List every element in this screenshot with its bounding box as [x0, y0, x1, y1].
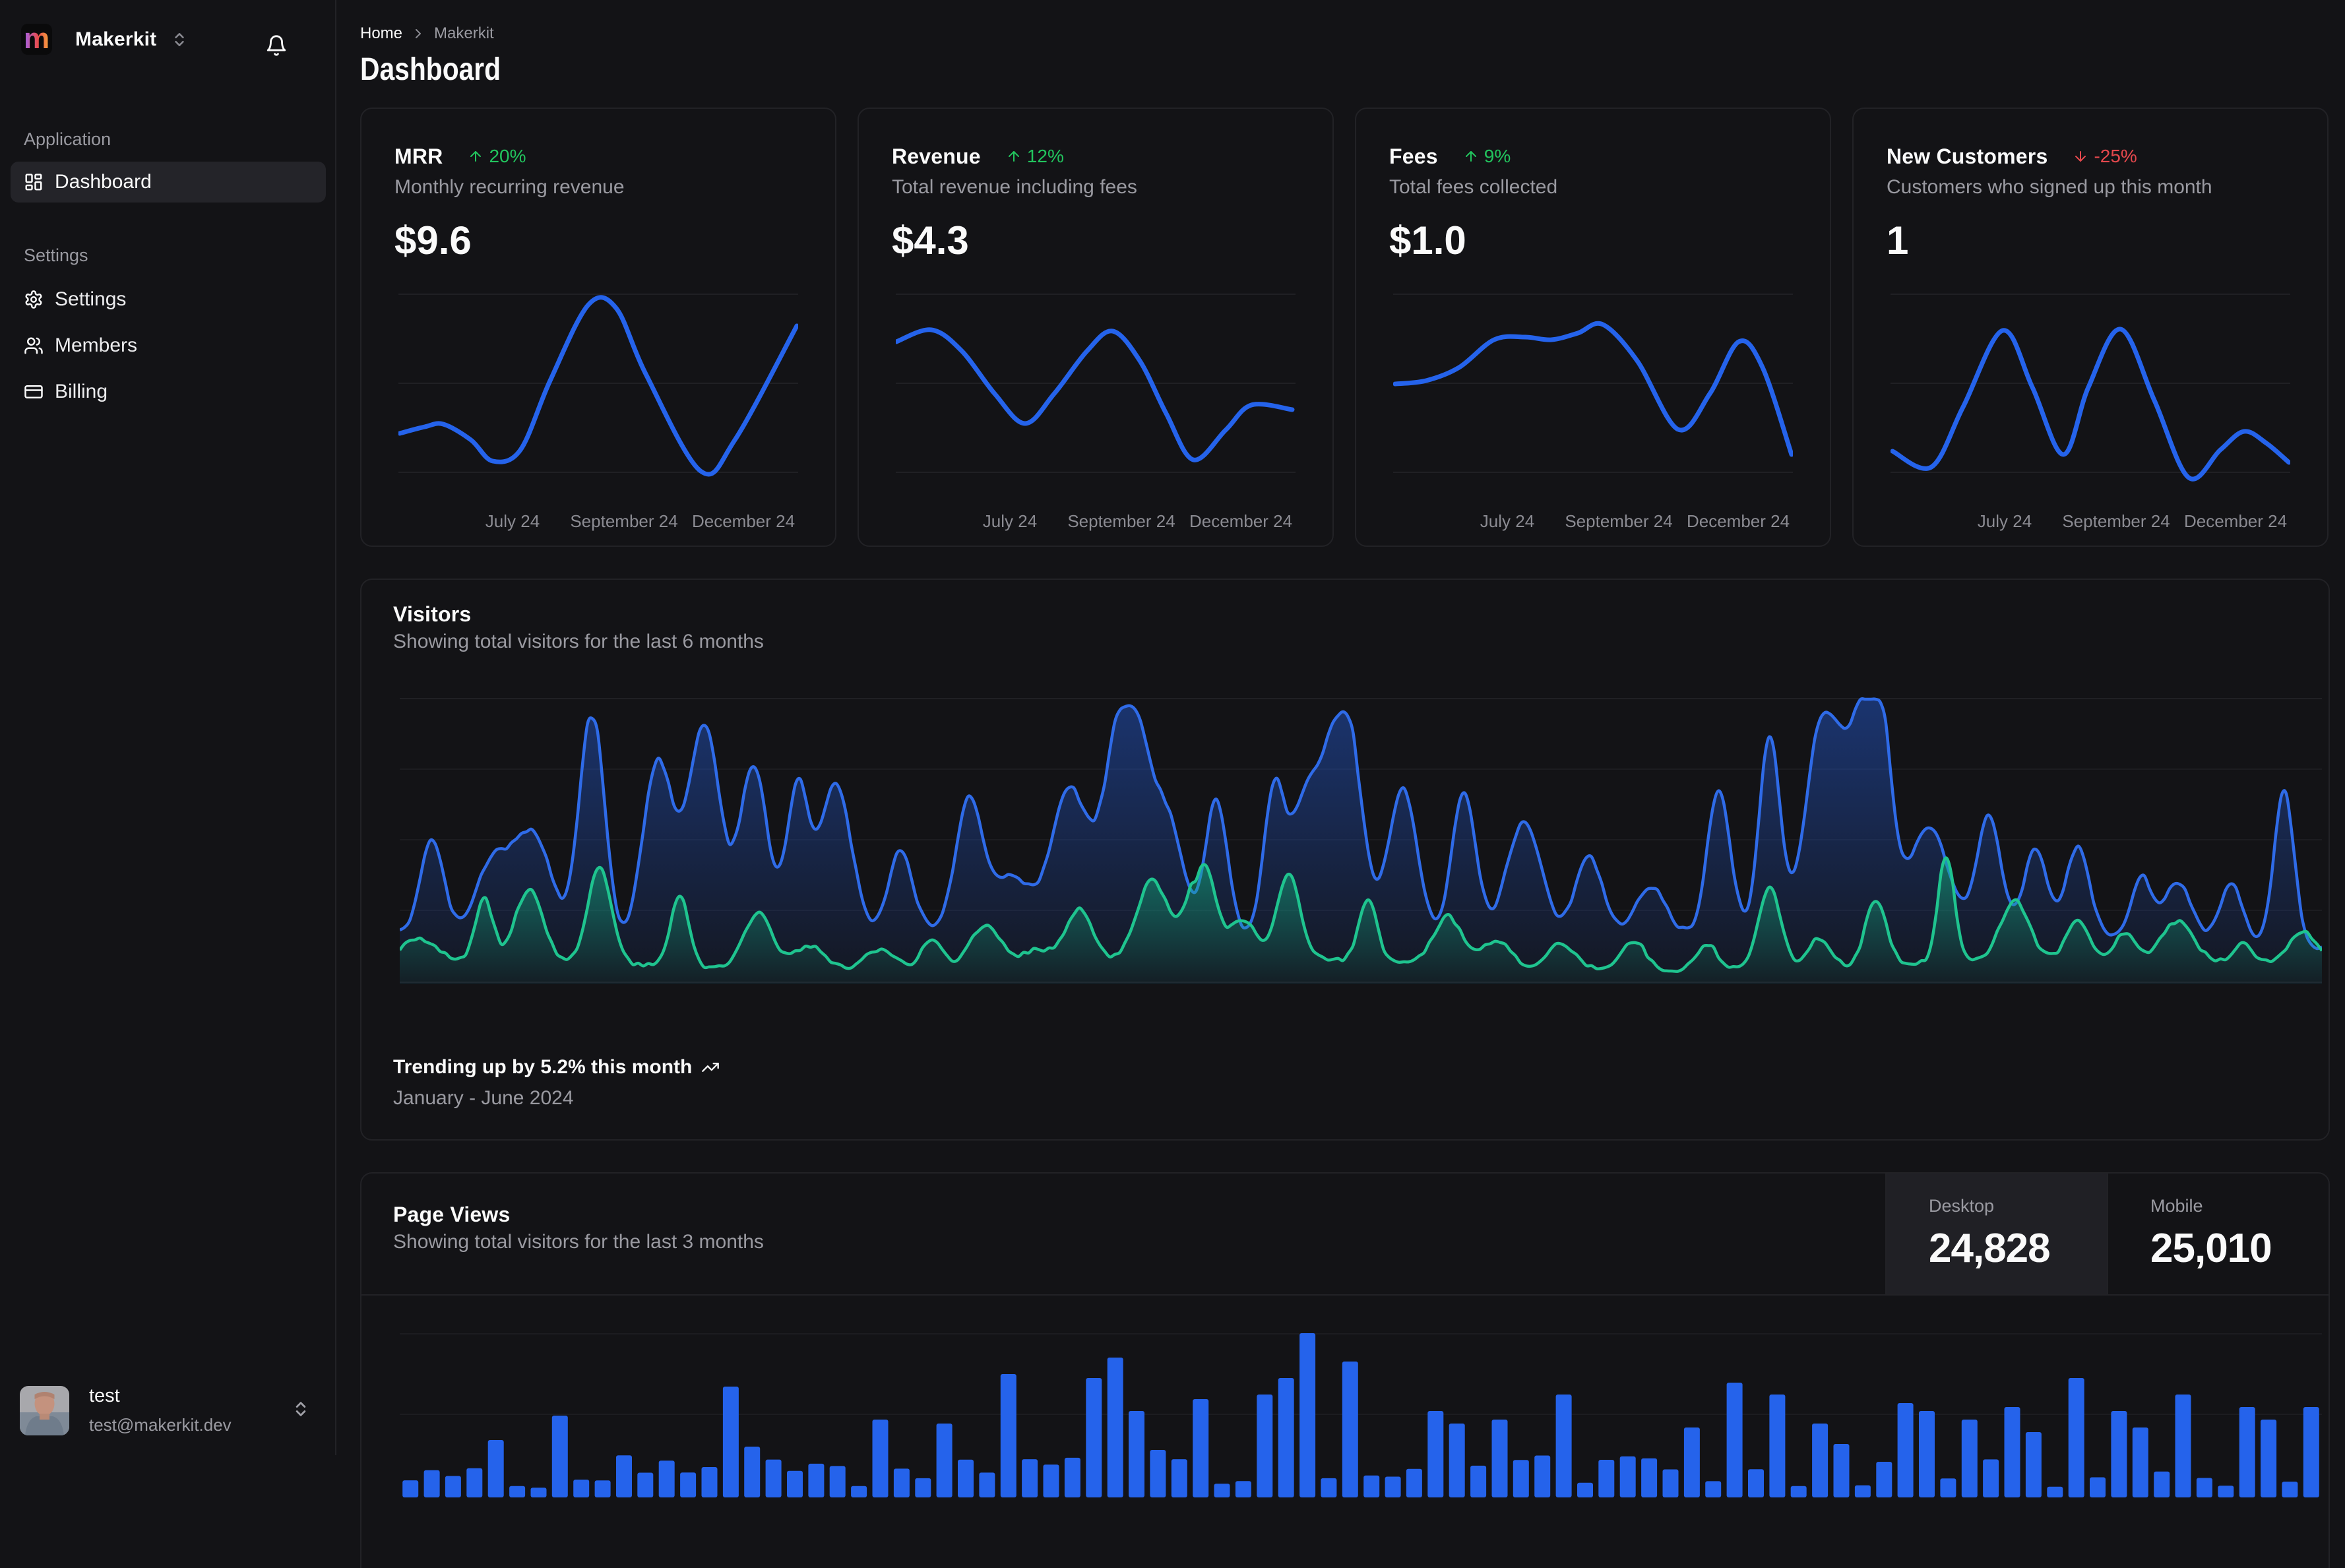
svg-text:m: m — [24, 24, 49, 55]
